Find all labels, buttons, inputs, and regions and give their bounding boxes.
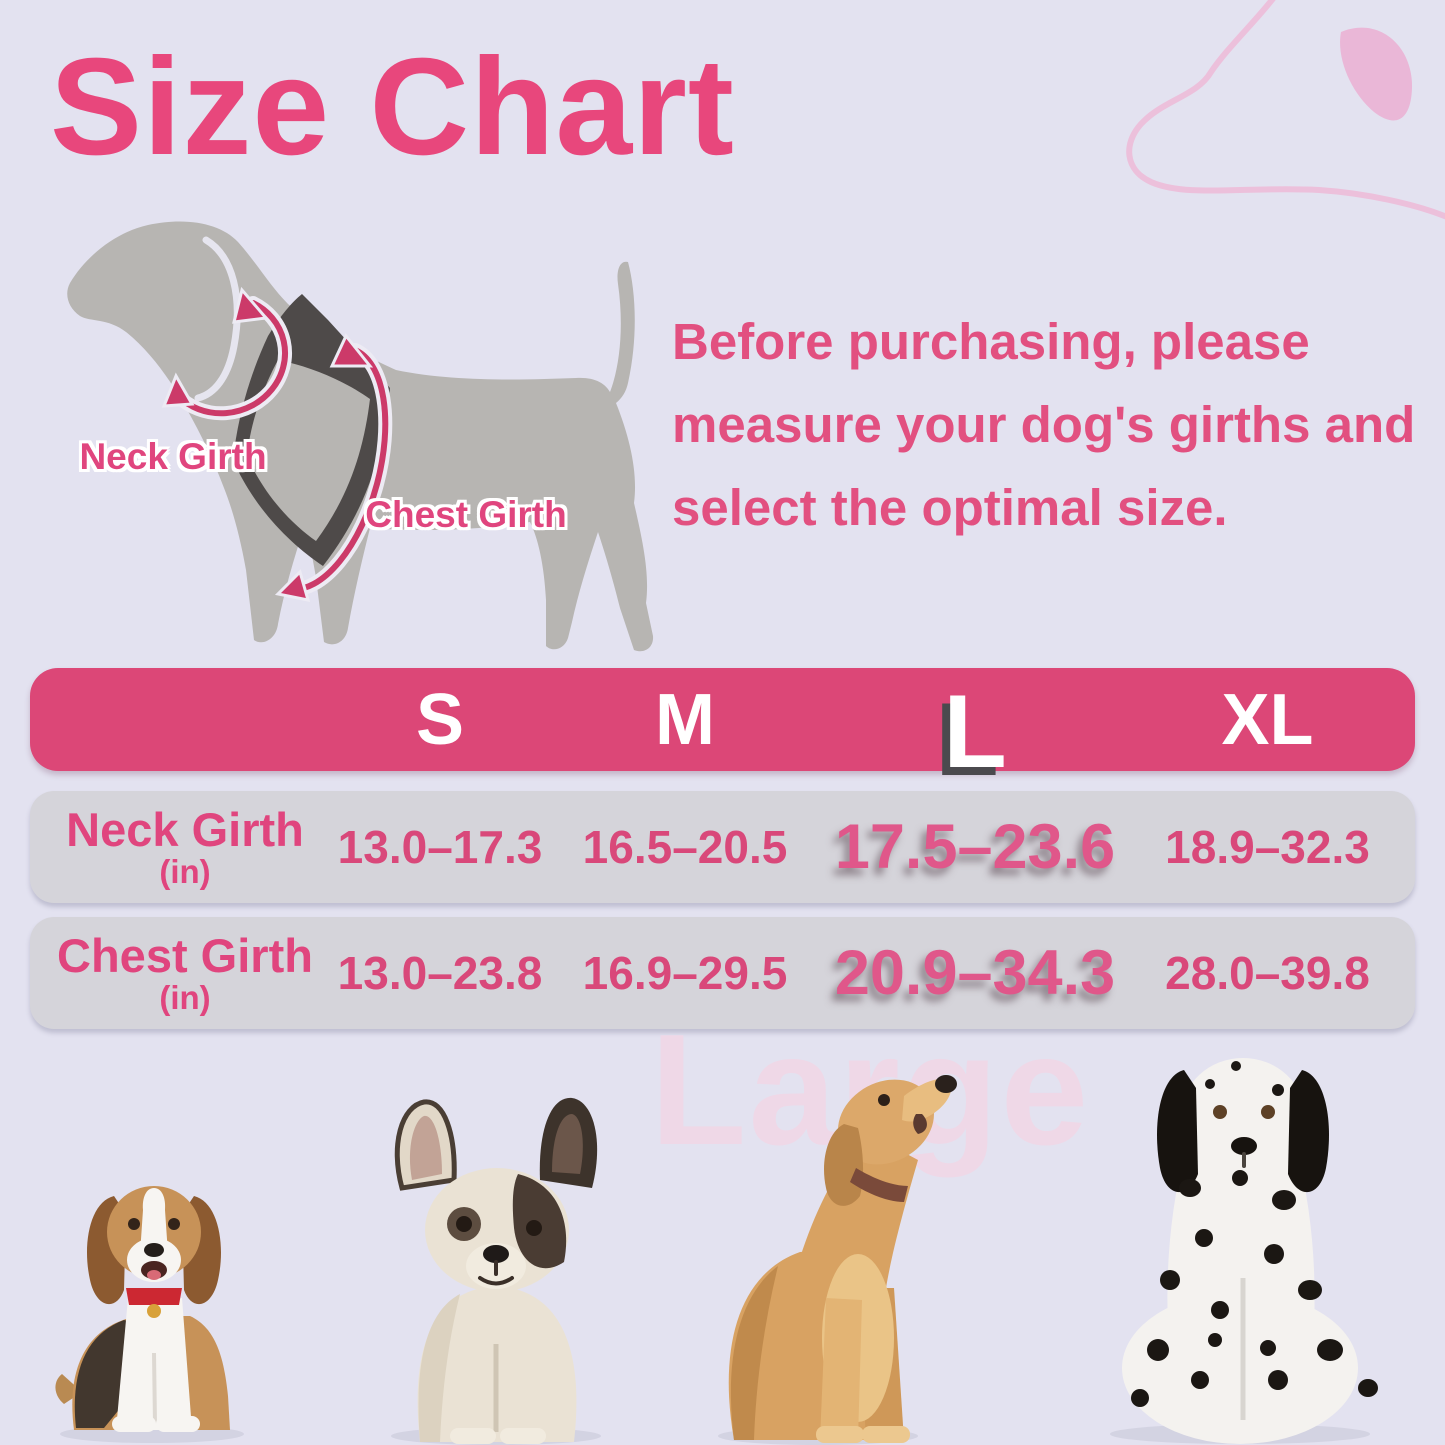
size-header-bar: S M L XL xyxy=(30,668,1415,784)
row-unit: (in) xyxy=(159,853,211,890)
size-header-xl: XL xyxy=(1221,680,1314,760)
row-label: Chest Girth xyxy=(57,929,313,982)
neck-value-l: 17.5–23.6 xyxy=(834,812,1116,882)
dog-harness-measure-diagram xyxy=(67,221,654,652)
table-row-chest-girth: Chest Girth (in) 13.0–23.8 16.9–29.5 20.… xyxy=(30,917,1415,1029)
dog-head-outline-icon xyxy=(1126,0,1445,220)
neck-value-m: 16.5–20.5 xyxy=(582,821,788,873)
dalmatian-photo xyxy=(1110,1058,1378,1444)
row-unit: (in) xyxy=(159,979,211,1016)
size-header-s: S xyxy=(415,680,465,760)
french-bulldog-photo xyxy=(391,1097,601,1445)
chest-girth-loop xyxy=(274,333,393,602)
dog-ear-line xyxy=(194,236,241,402)
row-header-neck: Neck Girth (in) xyxy=(66,806,304,888)
size-header-m: M xyxy=(655,680,715,760)
row-header-chest: Chest Girth (in) xyxy=(57,932,313,1014)
row-label: Neck Girth xyxy=(66,803,304,856)
neck-girth-loop xyxy=(161,286,293,421)
dalmatian-spots xyxy=(1131,1061,1378,1407)
harness-inner xyxy=(247,360,370,541)
chest-girth-label: Chest Girth xyxy=(365,494,567,535)
golden-retriever-photo xyxy=(718,1075,957,1445)
neck-value-xl: 18.9–32.3 xyxy=(1165,821,1370,873)
neck-girth-label: Neck Girth xyxy=(79,436,267,477)
beagle-photo xyxy=(55,1186,244,1443)
chest-value-xl: 28.0–39.8 xyxy=(1165,947,1370,999)
intro-text: Before purchasing, please measure your d… xyxy=(672,313,1416,537)
chest-value-m: 16.9–29.5 xyxy=(582,947,788,999)
size-header-l-highlighted: L xyxy=(943,674,1007,790)
chest-value-l: 20.9–34.3 xyxy=(834,938,1116,1008)
page-title: Size Chart xyxy=(50,30,735,184)
chest-value-s: 13.0–23.8 xyxy=(337,947,543,999)
neck-value-s: 13.0–17.3 xyxy=(337,821,543,873)
table-row-neck-girth: Neck Girth (in) 13.0–17.3 16.5–20.5 17.5… xyxy=(30,791,1415,903)
